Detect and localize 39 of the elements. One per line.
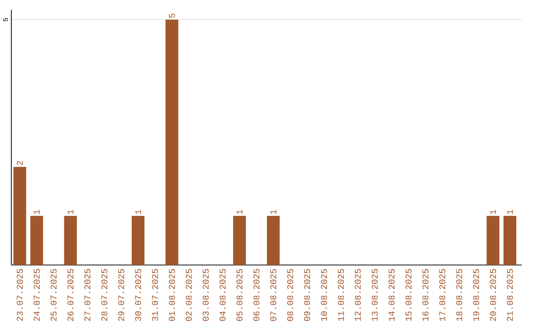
- x-tick-label: 27.07.2025: [84, 269, 90, 322]
- x-tick-label: 14.08.2025: [388, 269, 395, 321]
- x-tick-label: 10.08.2025: [320, 269, 327, 321]
- x-tick-label: 17.08.2025: [439, 269, 446, 321]
- x-tick-label: 01.08.2025: [168, 269, 175, 322]
- x-tick-label: 16.08.2025: [422, 269, 428, 321]
- data-label: 1: [506, 210, 513, 214]
- x-tick-label: 07.08.2025: [270, 269, 276, 322]
- data-label: 1: [135, 210, 141, 214]
- x-tick-label: 12.08.2025: [354, 269, 361, 321]
- x-tick-label: 09.08.2025: [304, 269, 310, 322]
- x-tick-label: 05.08.2025: [236, 269, 242, 322]
- data-label: 2: [16, 161, 23, 166]
- x-tick-label: 20.08.2025: [490, 269, 496, 322]
- data-label: 1: [68, 210, 74, 214]
- x-tick-label: 04.08.2025: [220, 269, 226, 322]
- x-tick-label: 31.07.2025: [152, 269, 158, 322]
- x-tick-label: 25.07.2025: [50, 269, 57, 322]
- x-tick-label: 23.07.2025: [16, 269, 23, 322]
- x-tick-label: 06.08.2025: [253, 269, 260, 322]
- x-tick-label: 11.08.2025: [338, 269, 344, 321]
- x-tick-label: 19.08.2025: [473, 269, 480, 321]
- data-label: 1: [236, 210, 242, 214]
- x-tick-label: 21.08.2025: [506, 269, 513, 322]
- x-tick-label: 26.07.2025: [67, 269, 74, 322]
- x-tick-label: 28.07.2025: [101, 269, 108, 322]
- x-tick-label: 29.07.2025: [118, 269, 124, 322]
- x-tick-label: 18.08.2025: [456, 269, 462, 321]
- x-tick-label: 30.07.2025: [135, 269, 142, 322]
- x-tick-label: 15.08.2025: [406, 269, 412, 321]
- x-tick-label: 24.07.2025: [34, 269, 40, 322]
- data-label: 1: [490, 210, 496, 214]
- x-tick-label: 02.08.2025: [186, 269, 192, 322]
- x-tick-label: 08.08.2025: [287, 269, 294, 322]
- data-label: 5: [168, 14, 175, 18]
- data-label: 1: [270, 210, 276, 214]
- data-label: 1: [34, 210, 40, 214]
- x-tick-label: 13.08.2025: [372, 269, 378, 321]
- x-tick-label: 03.08.2025: [202, 269, 209, 322]
